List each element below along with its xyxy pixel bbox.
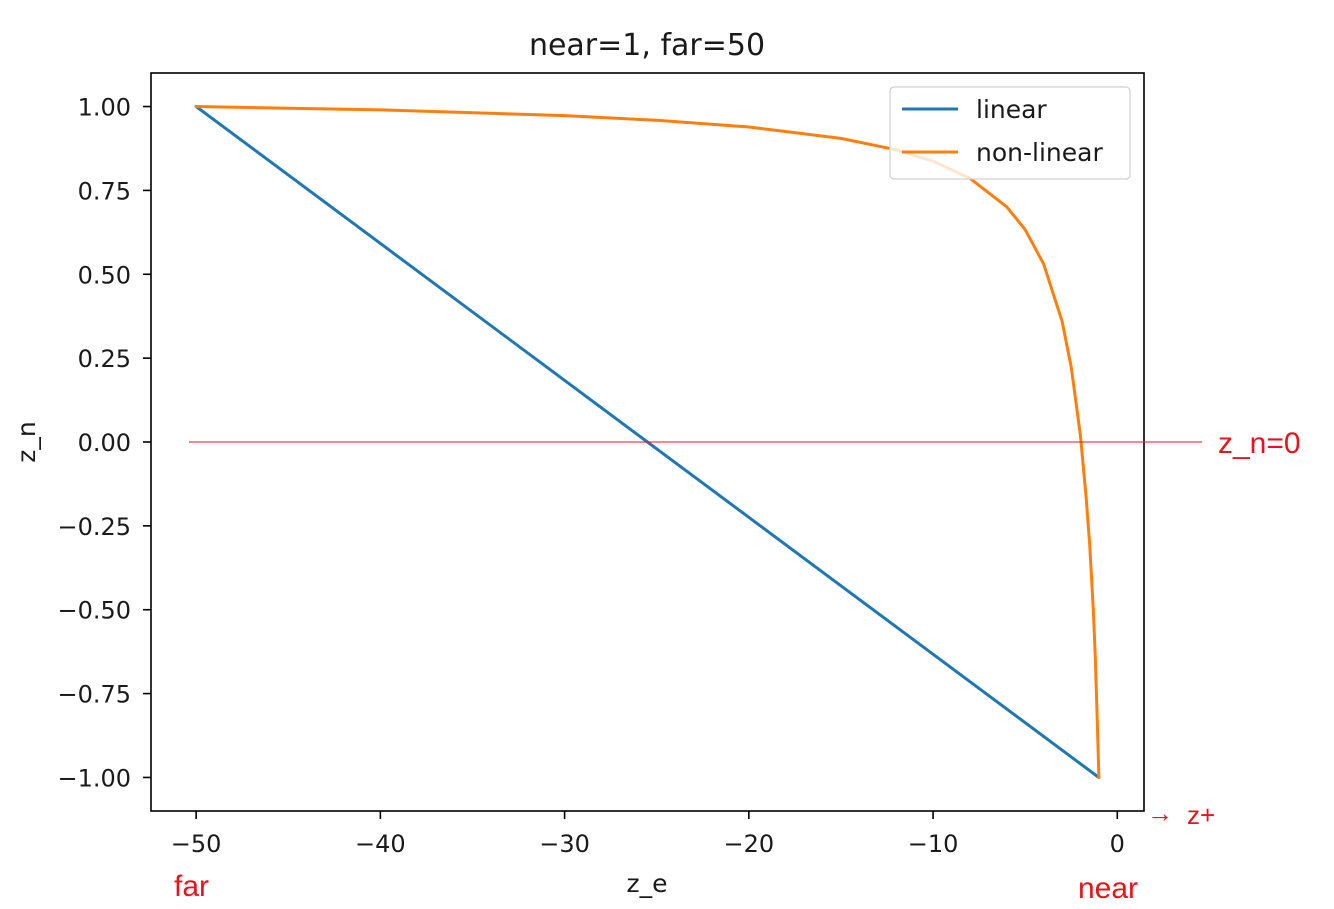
y-tick-label: 0.75 <box>78 177 131 205</box>
annotations: z_n=0 far near → z+ <box>174 427 1301 905</box>
x-tick-label: −40 <box>355 830 406 858</box>
x-tick-label: −20 <box>723 830 774 858</box>
zero-line-label: z_n=0 <box>1218 427 1301 460</box>
direction-label: z+ <box>1187 800 1215 830</box>
x-tick-label: 0 <box>1110 830 1125 858</box>
y-axis-label: z_n <box>12 421 41 462</box>
chart-title: near=1, far=50 <box>529 28 765 63</box>
y-tick-label: 0.50 <box>78 261 131 289</box>
y-tick-label: −0.25 <box>57 513 131 541</box>
y-tick-label: 0.00 <box>78 429 131 457</box>
series-line-non-linear <box>194 105 1101 779</box>
legend: linear non-linear <box>889 86 1131 180</box>
far-label: far <box>174 870 209 903</box>
x-axis: −50 −40 −30 −20 −10 0 <box>171 811 1125 858</box>
near-label: near <box>1078 872 1138 905</box>
x-tick-label: −10 <box>908 830 959 858</box>
legend-label-non-linear: non-linear <box>976 138 1103 167</box>
x-tick-label: −30 <box>539 830 590 858</box>
y-tick-label: −0.75 <box>57 681 131 709</box>
y-tick-label: 1.00 <box>78 94 131 122</box>
x-axis-label: z_e <box>626 869 667 898</box>
y-tick-label: 0.25 <box>78 345 131 373</box>
legend-label-linear: linear <box>976 95 1047 124</box>
y-tick-label: −0.50 <box>57 597 131 625</box>
y-tick-label: −1.00 <box>57 764 131 792</box>
x-tick-label: −50 <box>171 830 222 858</box>
direction-arrow-icon: → <box>1147 798 1173 828</box>
y-axis: 1.00 0.75 0.50 0.25 0.00 −0.25 −0.50 −0.75 −1.00 <box>57 94 151 792</box>
